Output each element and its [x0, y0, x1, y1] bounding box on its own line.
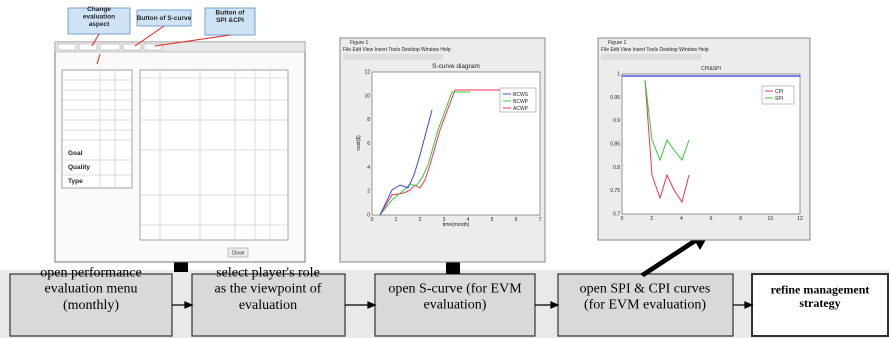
diagonal-arrow — [640, 229, 712, 277]
y-tick-label: 12 — [364, 70, 370, 76]
plot-title: CPI&SPI — [701, 66, 721, 72]
step-label: open S-curve (for EVM evaluation) — [388, 281, 522, 312]
ratio-curves — [644, 79, 690, 204]
s-curves — [379, 89, 500, 216]
step-label: refine management strategy — [771, 282, 870, 310]
x-tick-label: 12 — [797, 216, 803, 222]
step-box — [374, 273, 536, 337]
step-box — [191, 273, 346, 337]
y-tick-label: 10 — [364, 93, 370, 99]
toolbar — [601, 54, 701, 60]
legend-label: CPI — [775, 89, 783, 95]
x-tick-label: 0 — [621, 216, 624, 222]
plot-title: S-curve diagram — [432, 63, 480, 70]
step-box — [557, 273, 734, 337]
legend-label: BCWS — [513, 92, 529, 98]
close-label: Close — [232, 251, 245, 257]
y-label: cost($) — [356, 135, 362, 151]
step-label: open SPI & CPI curves (for EVM evaluation… — [580, 281, 711, 312]
callout-boxes — [67, 7, 256, 36]
y-tick-label: 2 — [367, 189, 370, 195]
y-tick-label: 0.8 — [613, 165, 620, 171]
menu-bar: File Edit View Insert Tools Desktop Wind… — [601, 47, 709, 53]
step-box — [751, 273, 889, 337]
x-tick-label: 4 — [467, 217, 470, 223]
legend-label: ACWP — [513, 106, 529, 112]
step-label: open performance evaluation menu (monthly) — [40, 266, 141, 313]
y-tick-label: 4 — [367, 165, 370, 171]
x-tick-label: 0 — [371, 217, 374, 223]
row-label: Quality — [68, 164, 90, 171]
x-tick-label: 4 — [680, 216, 683, 222]
x-tick-label: 5 — [491, 217, 494, 223]
step-box — [9, 273, 173, 337]
y-tick-label: 0.7 — [613, 212, 620, 218]
x-tick-label: 2 — [650, 216, 653, 222]
y-tick-label: 6 — [367, 141, 370, 147]
y-tick-label: 0.75 — [610, 188, 620, 194]
x-tick-label: 2 — [419, 217, 422, 223]
flow-arrows — [172, 301, 754, 309]
table-right — [139, 69, 289, 241]
y-tick-label: 0.95 — [610, 95, 620, 101]
menu-bar: File Edit View Insert Tools Desktop Wind… — [343, 47, 451, 53]
window-title: Figure 1 — [350, 40, 369, 46]
table-left — [61, 69, 133, 189]
x-tick-label: 6 — [515, 217, 518, 223]
callout: Button of SPI &CPI — [216, 9, 246, 23]
table-lines — [62, 70, 288, 240]
y-tick-label: 0 — [367, 213, 370, 219]
x-label: time(month) — [443, 222, 470, 228]
legend-label: SPI — [775, 96, 783, 102]
step-labels: open performance evaluation menu (monthly)… — [40, 266, 869, 313]
step-label: select player's role as the viewpoint of e… — [215, 266, 322, 313]
toolbar-buttons — [57, 43, 163, 51]
row-label: Goal — [68, 150, 83, 157]
row-label: Type — [68, 178, 83, 185]
window-title: Figure 1 — [608, 40, 627, 46]
x-tick-label: 3 — [443, 217, 446, 223]
x-tick-label: 7 — [539, 217, 542, 223]
x-tick-label: 10 — [768, 216, 774, 222]
callout-arrows — [91, 25, 231, 65]
legend-label: BCWP — [513, 99, 529, 105]
y-tick-label: 0.85 — [610, 142, 620, 148]
flow-boxes — [9, 273, 889, 337]
close-button[interactable] — [227, 247, 249, 258]
callout: Change evaluation aspect — [83, 6, 115, 28]
x-tick-label: 8 — [739, 216, 742, 222]
callout: Button of S-curve — [137, 15, 192, 22]
toolbar — [343, 54, 443, 60]
y-tick-label: 8 — [367, 117, 370, 123]
x-tick-label: 6 — [710, 216, 713, 222]
y-tick-label: 0.9 — [613, 118, 620, 124]
y-tick-label: 1 — [617, 72, 620, 78]
x-tick-label: 1 — [395, 217, 398, 223]
